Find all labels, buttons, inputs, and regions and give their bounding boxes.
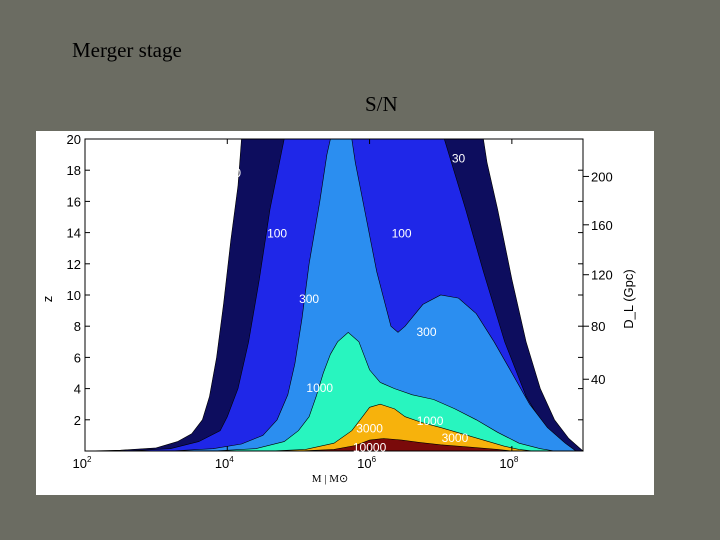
y2-tick-label: 80 [591, 319, 605, 334]
contour-region-10000 [298, 438, 512, 452]
x-tick-label: 108 [499, 455, 518, 471]
y2-tick-label: 160 [591, 218, 613, 233]
y-axis: 2 4 6 8 10 12 14 16 18 20 [67, 132, 583, 428]
y-tick-label: 6 [74, 350, 81, 365]
contour-label: 3000 [442, 431, 469, 445]
contour-label: 3000 [356, 422, 383, 436]
figure-panel: 2 4 6 8 10 12 14 16 18 20 40 80 120 160 200 102 104 106… [36, 131, 654, 495]
contour-label: 30 [452, 152, 466, 166]
chart-title: S/N [365, 92, 398, 116]
contour-label: 30 [228, 166, 242, 180]
x-tick-exponent: 8 [514, 455, 519, 464]
y2-axis: 40 80 120 160 200 [583, 169, 613, 387]
contour-label: 100 [267, 227, 287, 241]
y-tick-label: 20 [67, 132, 81, 147]
x-axis-label: M | M⊙ [312, 473, 348, 485]
y-axis-label: z [40, 296, 55, 303]
y-tick-label: 18 [67, 163, 81, 178]
x-tick-label: 102 [73, 455, 92, 471]
contour-label: 1000 [417, 414, 444, 428]
contour-chart: 2 4 6 8 10 12 14 16 18 20 40 80 120 160 200 102 104 106… [40, 132, 636, 485]
y-tick-label: 10 [67, 288, 81, 303]
y2-tick-label: 40 [591, 372, 605, 387]
slide-title: Merger stage [72, 38, 182, 62]
y-tick-label: 8 [74, 319, 81, 334]
y-tick-label: 16 [67, 194, 81, 209]
contour-labels: 30 30 100 100 300 300 1000 1000 3000 3000 10000 [228, 152, 469, 455]
y-tick-label: 14 [67, 226, 81, 241]
contour-label: 1000 [306, 381, 333, 395]
contour-label: 100 [392, 227, 412, 241]
y2-tick-label: 200 [591, 169, 613, 184]
y-tick-label: 2 [74, 413, 81, 428]
x-tick-exponent: 6 [372, 455, 377, 464]
contour-region-1000 [213, 331, 555, 452]
contour-label: 10000 [353, 440, 387, 454]
y2-tick-label: 120 [591, 268, 613, 283]
contour-region-300 [170, 138, 577, 452]
contour-label: 300 [416, 325, 436, 339]
contour-label: 300 [299, 292, 319, 306]
y2-axis-label: D_L (Gpc) [621, 269, 636, 328]
x-tick-exponent: 2 [87, 455, 92, 464]
x-tick-exponent: 4 [229, 455, 234, 464]
y-tick-label: 12 [67, 257, 81, 272]
x-tick-label: 104 [215, 455, 234, 471]
contour-region-3000 [269, 403, 534, 452]
y-tick-label: 4 [74, 382, 81, 397]
contour-regions [84, 138, 584, 452]
x-tick-label: 106 [357, 455, 376, 471]
